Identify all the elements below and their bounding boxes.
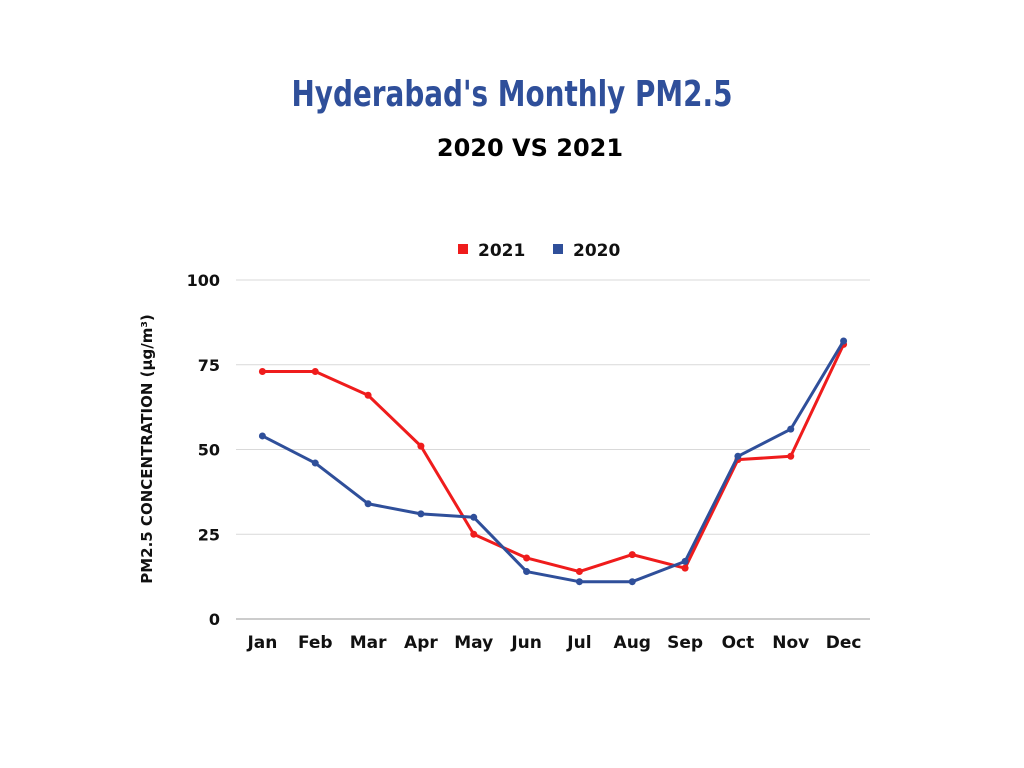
data-point-2021: [364, 391, 372, 399]
y-axis-label: PM2.5 CONCENTRATION (µg/m³): [138, 314, 156, 584]
data-point-2020: [734, 452, 742, 460]
legend-swatch-2020: [553, 244, 563, 254]
y-tick-label: 100: [187, 271, 220, 290]
legend-label-2020: 2020: [573, 241, 620, 261]
chart-subtitle: 2020 VS 2021: [436, 134, 624, 162]
x-tick-label: Apr: [404, 633, 438, 653]
grid-lines: [236, 279, 870, 620]
x-tick-label: Jul: [566, 633, 591, 653]
data-point-2020: [681, 557, 689, 565]
data-point-2021: [311, 368, 319, 376]
data-point-2020: [364, 500, 372, 508]
series-line-2020: [260, 339, 846, 584]
data-point-2021: [787, 452, 795, 460]
x-tick-label: Sep: [667, 633, 703, 653]
legend-label-2021: 2021: [478, 241, 525, 261]
x-tick-label: Jun: [510, 633, 542, 653]
chart-title: Hyderabad's Monthly PM2.5: [291, 74, 733, 115]
series-lines: [258, 337, 848, 586]
x-tick-label: Nov: [772, 633, 809, 653]
y-tick-label: 0: [209, 610, 220, 629]
y-tick-label: 50: [198, 441, 220, 460]
data-point-2020: [311, 459, 319, 467]
y-tick-label: 75: [198, 356, 220, 375]
x-axis-ticks: Jan Feb Mar Apr May Jun Jul Aug Sep Oct Nov Dec: [246, 633, 861, 653]
x-tick-label: Oct: [722, 633, 755, 653]
x-tick-label: Dec: [826, 633, 862, 653]
data-point-2021: [681, 564, 689, 572]
legend: 2021 2020: [458, 241, 620, 261]
data-point-2020: [523, 568, 531, 576]
x-tick-label: Jan: [246, 633, 277, 653]
y-tick-label: 25: [198, 525, 220, 544]
series-line-2021: [260, 342, 846, 574]
x-tick-label: May: [454, 633, 493, 653]
x-tick-label: Mar: [350, 633, 387, 653]
data-point-2021: [470, 530, 478, 538]
x-tick-label: Feb: [298, 633, 333, 653]
data-point-2020: [840, 337, 848, 345]
data-point-2020: [470, 513, 478, 521]
data-point-2021: [628, 551, 636, 559]
y-axis-ticks: 0 25 50 75 100: [187, 271, 220, 629]
data-point-2021: [523, 554, 531, 562]
data-point-2020: [575, 578, 583, 586]
data-point-2020: [417, 510, 425, 518]
data-point-2020: [258, 432, 266, 440]
data-point-2021: [417, 442, 425, 450]
legend-swatch-2021: [458, 244, 468, 254]
data-point-2021: [575, 568, 583, 576]
data-point-2021: [258, 368, 266, 376]
data-point-2020: [628, 578, 636, 586]
data-point-2020: [787, 425, 795, 433]
x-tick-label: Aug: [614, 633, 651, 653]
